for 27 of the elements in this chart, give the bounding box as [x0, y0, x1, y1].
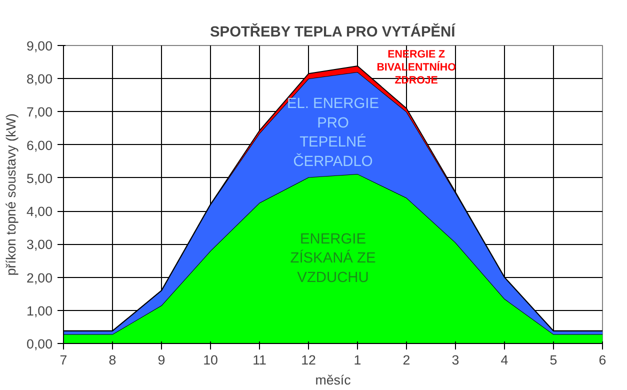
y-tick-label: 8,00	[26, 72, 53, 87]
x-tick-label: 1	[354, 352, 362, 368]
y-tick-label: 7,00	[26, 104, 53, 120]
y-tick-label: 5,00	[26, 170, 53, 186]
x-tick-label: 12	[301, 352, 316, 368]
x-tick-label: 10	[203, 352, 218, 368]
y-tick-label: 4,00	[26, 204, 53, 220]
x-tick-label: 8	[108, 352, 116, 368]
series-label: ENERGIE ZÍSKANÁ ZE VZDUCHU	[290, 232, 376, 286]
y-tick-label: 0,00	[26, 336, 53, 352]
y-tick-label: 9,00	[26, 38, 53, 54]
x-tick-label: 11	[252, 352, 266, 368]
x-tick-label: 5	[550, 352, 558, 368]
x-tick-label: 6	[598, 352, 606, 368]
y-axis-title: příkon topné soustavy (kW)	[4, 113, 19, 276]
y-tick-label: 6,00	[26, 138, 53, 153]
y-tick-label: 3,00	[26, 237, 53, 252]
chart-title: SPOTŘEBY TEPLA PRO VYTÁPĚNÍ	[210, 22, 456, 40]
y-tick-label: 2,00	[26, 270, 53, 286]
x-tick-label: 3	[452, 352, 460, 368]
x-tick-label: 7	[60, 352, 68, 368]
x-tick-label: 2	[402, 352, 410, 368]
x-axis-title: měsíc	[315, 372, 352, 388]
x-tick-label: 4	[500, 352, 509, 368]
y-tick-label: 1,00	[26, 303, 53, 318]
x-tick-label: 9	[158, 352, 166, 368]
series-label: EL. ENERGIE PRO TEPELNÉ ČERPADLO	[286, 96, 380, 170]
